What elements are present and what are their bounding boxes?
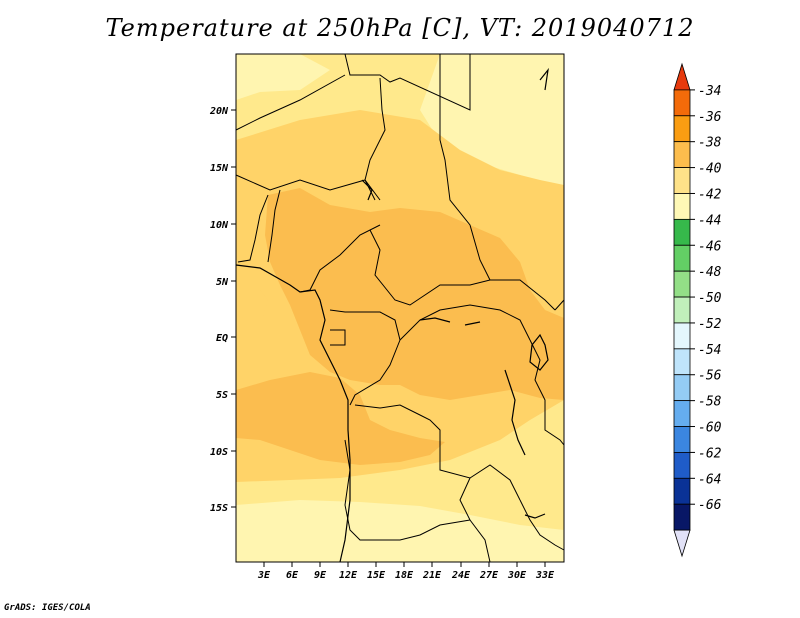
lon-label-12e: 12E [339,570,358,581]
region-lightest-south [236,500,564,562]
lon-label-18e: 18E [395,570,414,581]
colorbar-label: -50 [698,291,722,306]
region-dark-north [265,188,564,400]
region-mid-west [238,290,268,322]
colorbar-label: -40 [698,162,722,177]
colorbar-box [673,89,691,117]
colorbar-label: -44 [698,213,721,228]
colorbar-label: -42 [698,187,722,202]
colorbar-label: -54 [698,343,721,358]
lon-label-27e: 27E [479,570,499,581]
lat-label-10s: 10S [210,447,228,458]
lon-label-9e: 9E [314,570,327,581]
lon-label-3e: 3E [257,570,271,581]
colorbar-box [673,322,691,350]
colorbar-box [673,218,691,246]
colorbar-label: -52 [698,317,722,332]
region-lightest-north-strip [236,54,330,100]
colorbar-box [673,348,691,376]
lat-label-10n: 10N [210,220,229,231]
country-borders [235,53,565,563]
latitude-axis: 20N 15N 10N 5N EQ 5S 10S 15S [209,106,236,514]
colorbar-box [673,452,691,479]
lon-label-33e: 33E [535,570,555,581]
colorbar-box [673,296,691,324]
colorbar-label: -48 [698,265,722,280]
colorbar-bottom-triangle [673,529,691,558]
lon-label-15e: 15E [367,570,386,581]
lon-label-30e: 30E [507,570,527,581]
lon-label-24e: 24E [451,570,471,581]
region-lightest-east [420,54,564,190]
chart-title: Temperature at 250hPa [C], VT: 201904071… [105,14,695,42]
longitude-axis: 3E 6E 9E 12E 15E 18E 21E 24E 27E 30E 33E [257,562,555,581]
region-dark-southwest [236,372,445,465]
colorbar-label: -38 [698,136,722,151]
lat-label-5n: 5N [216,277,229,288]
colorbar-label: -36 [698,110,722,125]
colorbar-box [673,141,691,168]
colorbar-box [673,426,691,453]
lat-label-15n: 15N [210,163,229,174]
colorbar-label: -62 [698,446,722,461]
colorbar-box [673,400,691,427]
colorbar-box [673,167,691,194]
colorbar-label: -46 [698,239,722,254]
colorbar-box [673,193,691,220]
grads-credit: GrADS: IGES/COLA [4,603,91,613]
colorbar-label: -56 [698,369,722,384]
lat-label-eq: EQ [216,333,228,344]
lat-label-5s: 5S [216,390,228,401]
coastlines-and-lakes [235,67,549,563]
colorbar-box [673,270,691,298]
colorbar-box [673,503,691,531]
colorbar-box [673,477,691,505]
colorbar-box [673,244,691,272]
colorbar-box [673,115,691,143]
colorbar-top-triangle [673,62,691,91]
colorbar-label: -58 [698,395,722,410]
colorbar: -34 -36 -38 -40 -42 -44 -46 -48 -50 -52 -54 -56 -58 -… [673,62,722,558]
colorbar-label: -64 [698,472,721,487]
lon-label-6e: 6E [286,570,299,581]
map-frame [235,53,565,563]
lon-label-21e: 21E [422,570,442,581]
lat-label-15s: 15S [210,503,228,514]
colorbar-box [673,374,691,402]
colorbar-label: -34 [698,84,721,99]
colorbar-label: -60 [698,421,722,436]
colorbar-label: -66 [698,498,722,513]
lat-label-20n: 20N [209,106,229,117]
map-panel [235,53,565,563]
